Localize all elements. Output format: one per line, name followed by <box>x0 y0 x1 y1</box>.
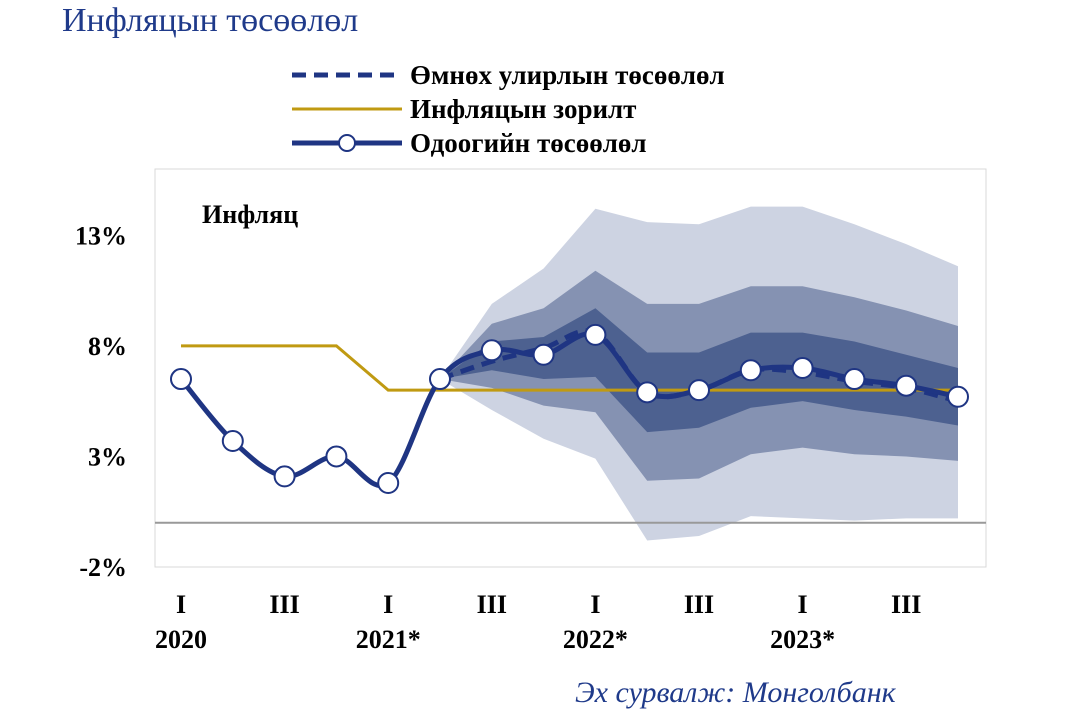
x-tick-quarter: III <box>269 590 299 619</box>
legend-item-current: Одоогийн төсөөлөл <box>288 128 647 158</box>
page-title: Инфляцын төсөөлөл <box>62 2 359 39</box>
marker-current-0 <box>170 368 192 391</box>
legend-label-previous: Өмнөх улирлын төсөөлөл <box>410 59 725 90</box>
marker-current-11 <box>739 359 762 382</box>
y-tick-label: -2% <box>79 553 127 582</box>
marker-current-15 <box>947 385 969 408</box>
marker-current-7 <box>532 343 555 366</box>
x-tick-quarter: III <box>684 590 714 619</box>
marker-current-1 <box>221 429 244 452</box>
x-tick-quarter: III <box>477 590 507 619</box>
marker-current-6 <box>480 339 503 362</box>
x-tick-year: 2022* <box>563 625 628 654</box>
legend-item-target: Инфляцын зорилт <box>288 94 636 124</box>
chart-lines <box>155 323 986 524</box>
legend-swatch-target-line <box>292 107 402 111</box>
y-tick-label: 3% <box>88 442 127 471</box>
x-tick-quarter: I <box>176 590 186 619</box>
x-tick-year: 2021* <box>356 625 421 654</box>
legend-label-current: Одоогийн төсөөлөл <box>410 127 647 158</box>
legend-swatch-marker-line <box>292 134 402 152</box>
legend-item-previous: Өмнөх улирлын төсөөлөл <box>288 60 725 90</box>
series-line-current <box>179 331 959 488</box>
fan-bands <box>154 168 987 568</box>
series-line-target <box>181 344 958 392</box>
marker-current-13 <box>843 368 866 391</box>
source-note: Эх сурвалж: Монголбанк <box>575 676 896 709</box>
legend-swatch-dashed-line <box>292 72 402 78</box>
y-tick-label: 8% <box>88 332 127 361</box>
marker-current-2 <box>273 465 296 488</box>
x-tick-quarter: I <box>590 590 600 619</box>
marker-current-4 <box>377 471 400 494</box>
marker-current-14 <box>895 374 918 397</box>
marker-current-3 <box>325 445 348 468</box>
marker-current-12 <box>791 357 814 379</box>
marker-current-8 <box>584 323 607 346</box>
legend-label-target: Инфляцын зорилт <box>410 93 637 124</box>
chart-inner-title: Инфляц <box>202 200 298 229</box>
x-tick-year: 2023* <box>770 625 835 654</box>
x-tick-quarter: I <box>798 590 808 619</box>
marker-current-9 <box>636 381 659 404</box>
x-tick-quarter: I <box>383 590 393 619</box>
x-tick-year: 2020 <box>155 625 207 654</box>
x-tick-quarter: III <box>891 590 921 619</box>
marker-current-5 <box>429 368 451 391</box>
y-tick-label: 13% <box>75 221 127 250</box>
marker-current-10 <box>688 379 710 402</box>
